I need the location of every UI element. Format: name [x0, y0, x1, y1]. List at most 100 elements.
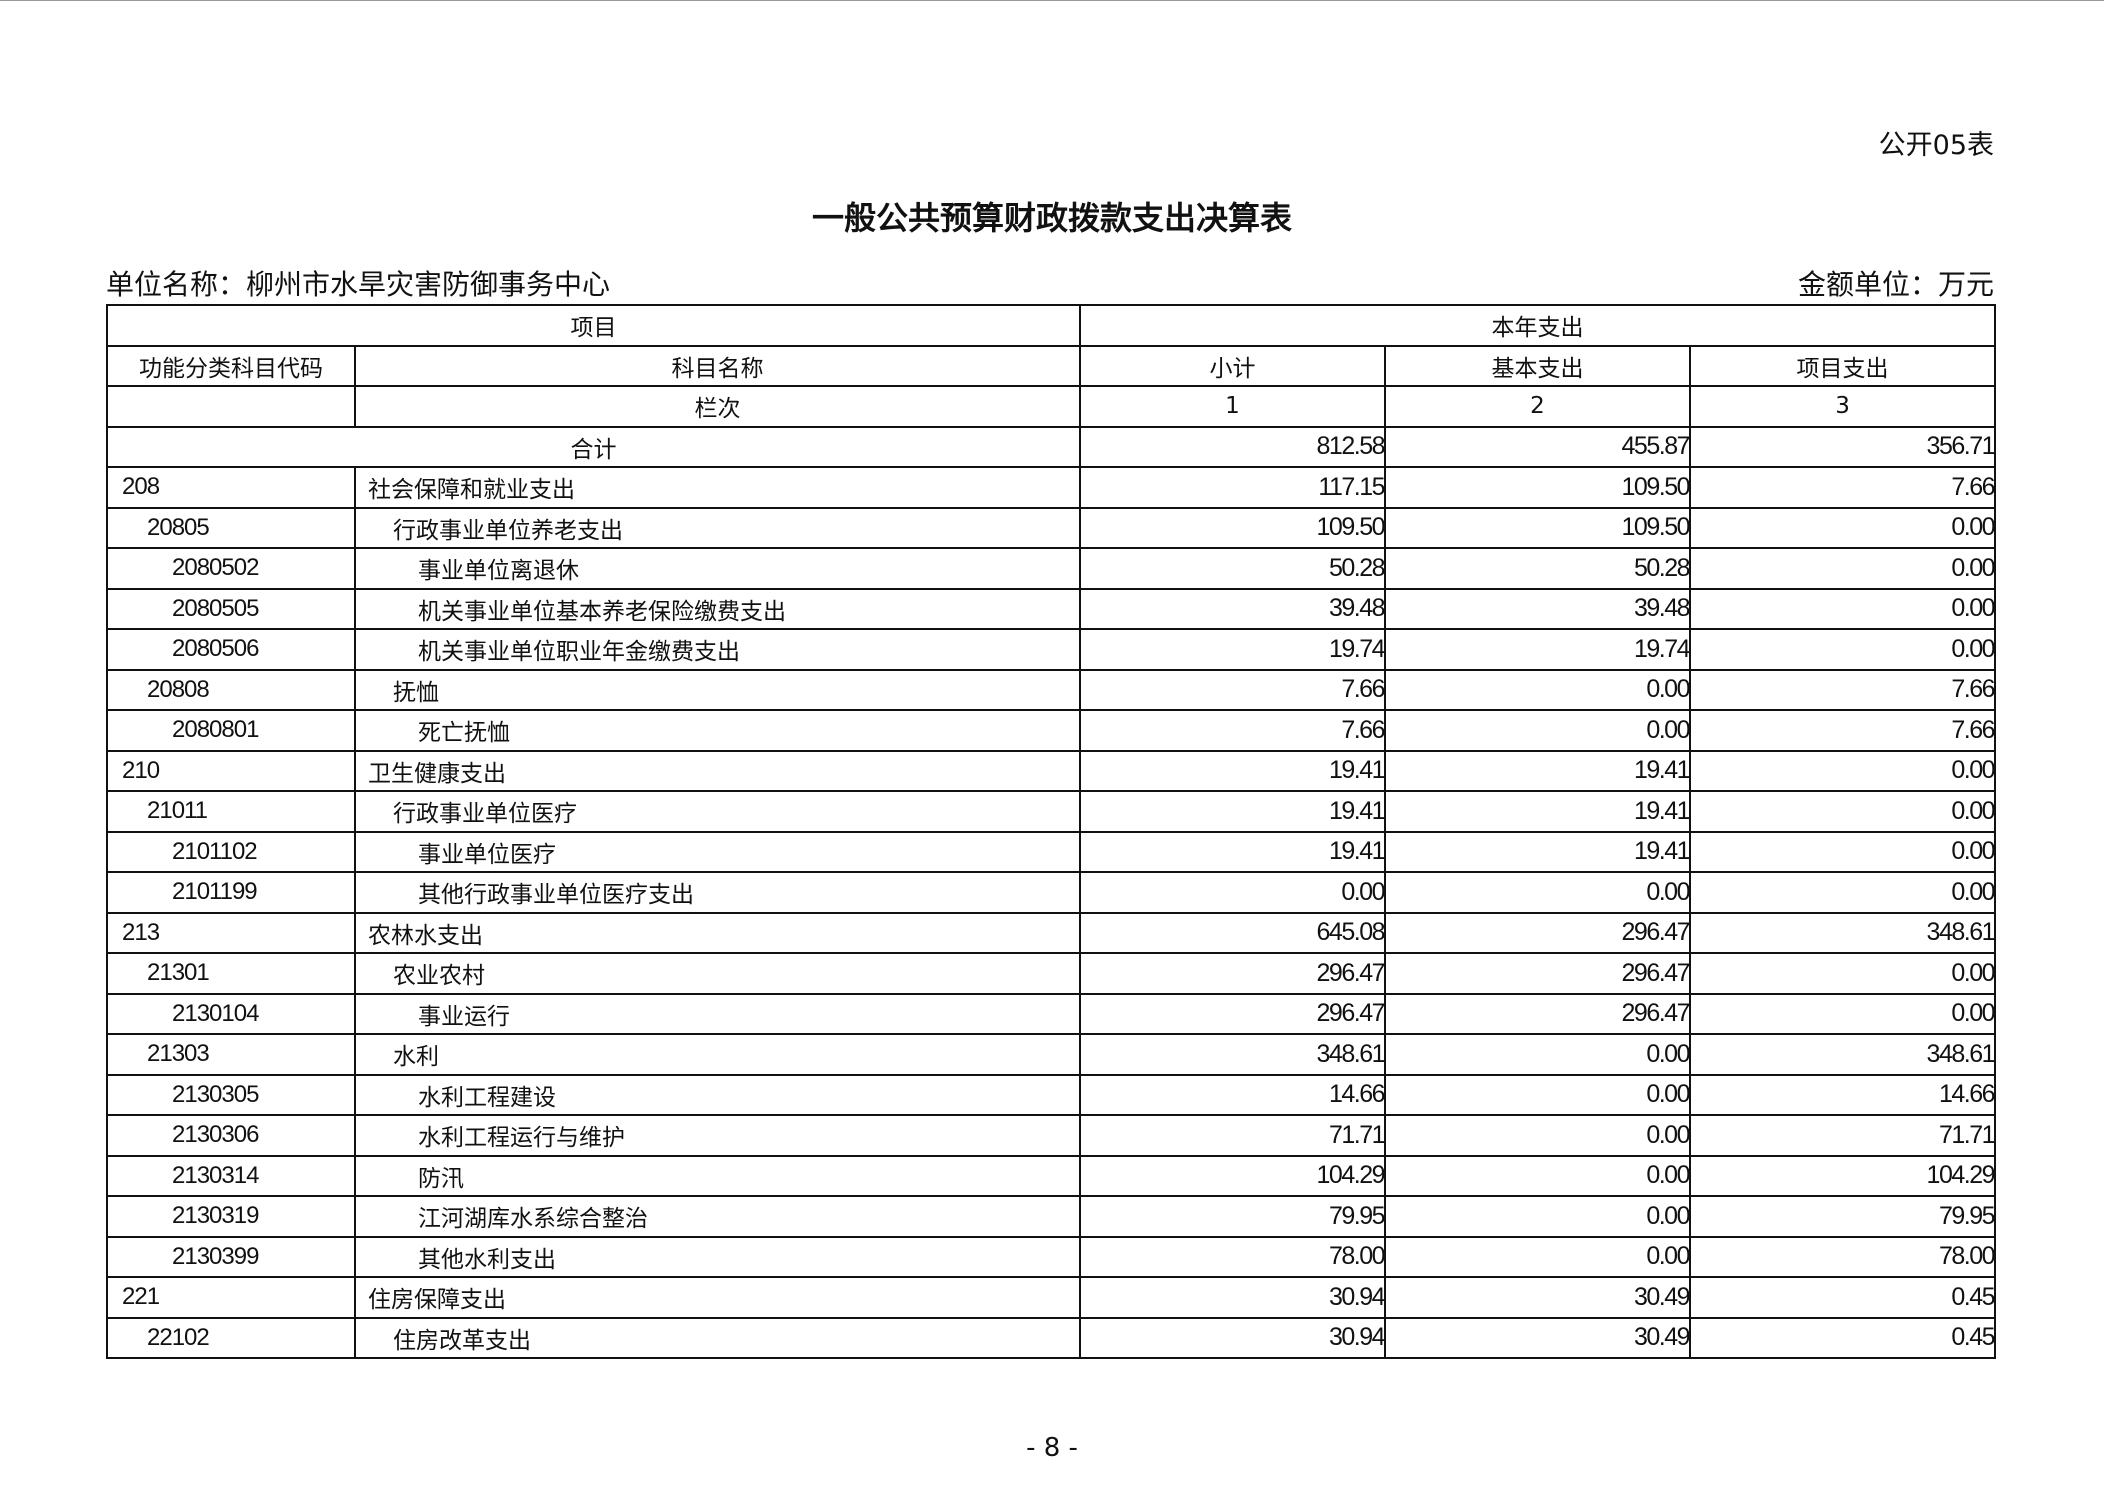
row-project: 0.00 [1688, 506, 1997, 549]
table-row: 2130319 江河湖库水系综合整治 79.95 0.00 79.95 [106, 1195, 1997, 1238]
row-subtotal: 109.50 [1079, 506, 1386, 549]
row-code: 2130104 [106, 992, 356, 1035]
row-basic: 296.47 [1384, 992, 1691, 1035]
table-row: 21011 行政事业单位医疗 19.41 19.41 0.00 [106, 790, 1997, 833]
table-row: 208 社会保障和就业支出 117.15 109.50 7.66 [106, 466, 1997, 509]
row-basic: 19.41 [1384, 790, 1691, 833]
row-name: 江河湖库水系综合整治 [354, 1195, 1081, 1238]
row-basic: 30.49 [1384, 1276, 1691, 1319]
table-row: 2080505 机关事业单位基本养老保险缴费支出 39.48 39.48 0.00 [106, 587, 1997, 630]
row-name: 住房保障支出 [354, 1276, 1081, 1319]
row-project: 7.66 [1688, 466, 1997, 509]
table-row: 2080502 事业单位离退休 50.28 50.28 0.00 [106, 547, 1997, 590]
row-project: 104.29 [1688, 1154, 1997, 1197]
row-project: 79.95 [1688, 1195, 1997, 1238]
row-project: 0.45 [1688, 1316, 1997, 1359]
row-code: 2130314 [106, 1154, 356, 1197]
row-basic: 0.00 [1384, 709, 1691, 752]
header-col1: 1 [1079, 385, 1386, 428]
row-subtotal: 50.28 [1079, 547, 1386, 590]
table-row: 20808 抚恤 7.66 0.00 7.66 [106, 668, 1997, 711]
header-item: 项目 [106, 304, 1081, 347]
row-project: 7.66 [1688, 709, 1997, 752]
row-name: 其他水利支出 [354, 1235, 1081, 1278]
row-code: 21011 [106, 790, 356, 833]
table-row: 2130305 水利工程建设 14.66 0.00 14.66 [106, 1073, 1997, 1116]
row-basic: 0.00 [1384, 871, 1691, 914]
row-name: 事业单位离退休 [354, 547, 1081, 590]
row-code: 20805 [106, 506, 356, 549]
header-column-no: 栏次 [354, 385, 1081, 428]
total-label: 合计 [106, 425, 1081, 468]
row-name: 卫生健康支出 [354, 749, 1081, 792]
row-name: 农林水支出 [354, 911, 1081, 954]
row-name: 死亡抚恤 [354, 709, 1081, 752]
row-subtotal: 14.66 [1079, 1073, 1386, 1116]
row-basic: 19.74 [1384, 628, 1691, 671]
row-basic: 30.49 [1384, 1316, 1691, 1359]
row-subtotal: 0.00 [1079, 871, 1386, 914]
row-code: 2080506 [106, 628, 356, 671]
row-project: 0.00 [1688, 992, 1997, 1035]
unit-name: 单位名称：柳州市水旱灾害防御事务中心 [106, 268, 611, 301]
row-code: 221 [106, 1276, 356, 1319]
table-row: 221 住房保障支出 30.94 30.49 0.45 [106, 1276, 1997, 1319]
row-project: 0.00 [1688, 790, 1997, 833]
row-basic: 296.47 [1384, 911, 1691, 954]
row-project: 0.00 [1688, 952, 1997, 995]
row-code: 2080502 [106, 547, 356, 590]
row-name: 行政事业单位养老支出 [354, 506, 1081, 549]
row-subtotal: 19.41 [1079, 749, 1386, 792]
form-number: 公开05表 [1878, 130, 1994, 161]
row-subtotal: 19.74 [1079, 628, 1386, 671]
total-project: 356.71 [1688, 425, 1997, 468]
row-name: 抚恤 [354, 668, 1081, 711]
row-name: 水利 [354, 1033, 1081, 1076]
row-code: 2080505 [106, 587, 356, 630]
header-current-year: 本年支出 [1078, 304, 1997, 347]
row-name: 水利工程建设 [354, 1073, 1081, 1116]
table-row: 2101102 事业单位医疗 19.41 19.41 0.00 [106, 830, 1997, 873]
total-subtotal: 812.58 [1079, 425, 1386, 468]
row-name: 事业运行 [354, 992, 1081, 1035]
row-basic: 0.00 [1384, 1154, 1691, 1197]
row-basic: 109.50 [1384, 466, 1691, 509]
table-row: 22102 住房改革支出 30.94 30.49 0.45 [106, 1316, 1997, 1359]
header-row-3: 栏次 1 2 3 [106, 385, 1997, 428]
row-project: 0.45 [1688, 1276, 1997, 1319]
row-basic: 19.41 [1384, 749, 1691, 792]
header-col2: 2 [1384, 385, 1691, 428]
row-subtotal: 296.47 [1079, 992, 1386, 1035]
row-project: 0.00 [1688, 628, 1997, 671]
row-name: 机关事业单位职业年金缴费支出 [354, 628, 1081, 671]
table-row: 2130399 其他水利支出 78.00 0.00 78.00 [106, 1235, 1997, 1278]
row-subtotal: 30.94 [1079, 1276, 1386, 1319]
amount-unit: 金额单位：万元 [1797, 268, 1994, 301]
row-basic: 0.00 [1384, 668, 1691, 711]
row-subtotal: 79.95 [1079, 1195, 1386, 1238]
row-subtotal: 19.41 [1079, 830, 1386, 873]
header-name: 科目名称 [354, 344, 1081, 387]
row-name: 机关事业单位基本养老保险缴费支出 [354, 587, 1081, 630]
row-subtotal: 104.29 [1079, 1154, 1386, 1197]
row-basic: 0.00 [1384, 1195, 1691, 1238]
header-subtotal: 小计 [1079, 344, 1386, 387]
table-row: 20805 行政事业单位养老支出 109.50 109.50 0.00 [106, 506, 1997, 549]
row-basic: 39.48 [1384, 587, 1691, 630]
row-project: 14.66 [1688, 1073, 1997, 1116]
table-row: 2130104 事业运行 296.47 296.47 0.00 [106, 992, 1997, 1035]
table-row: 2080801 死亡抚恤 7.66 0.00 7.66 [106, 709, 1997, 752]
row-basic: 19.41 [1384, 830, 1691, 873]
row-basic: 0.00 [1384, 1073, 1691, 1116]
row-code: 210 [106, 749, 356, 792]
row-project: 348.61 [1688, 911, 1997, 954]
header-blank [106, 385, 356, 428]
header-row-2: 功能分类科目代码 科目名称 小计 基本支出 项目支出 [106, 344, 1997, 387]
table-row: 21301 农业农村 296.47 296.47 0.00 [106, 952, 1997, 995]
row-code: 2130306 [106, 1114, 356, 1157]
row-name: 行政事业单位医疗 [354, 790, 1081, 833]
row-basic: 50.28 [1384, 547, 1691, 590]
row-code: 20808 [106, 668, 356, 711]
row-code: 22102 [106, 1316, 356, 1359]
row-code: 2101102 [106, 830, 356, 873]
